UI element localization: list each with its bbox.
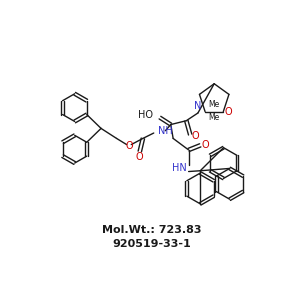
Text: O: O (201, 140, 209, 150)
Text: N: N (194, 101, 202, 112)
Text: O: O (125, 141, 133, 151)
Text: Me: Me (208, 100, 219, 109)
Text: Me: Me (208, 113, 219, 122)
Text: O: O (191, 131, 199, 141)
Text: O: O (225, 106, 232, 117)
Text: Mol.Wt.: 723.83: Mol.Wt.: 723.83 (102, 225, 202, 235)
Text: 920519-33-1: 920519-33-1 (113, 239, 192, 249)
Text: O: O (136, 152, 144, 162)
Text: HO: HO (138, 110, 153, 120)
Text: HN: HN (172, 163, 187, 173)
Text: NH: NH (158, 126, 172, 136)
